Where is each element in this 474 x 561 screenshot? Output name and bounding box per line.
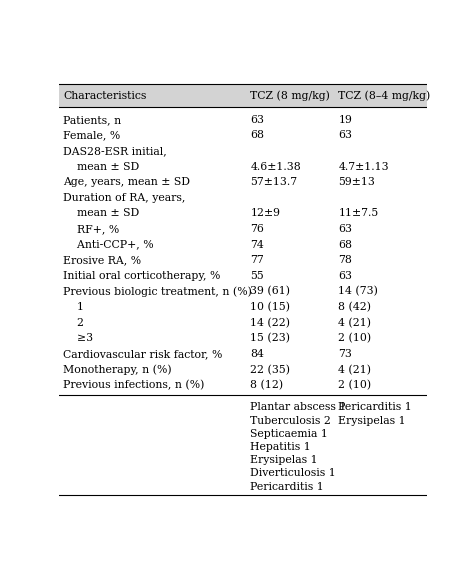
Text: 4.7±1.13: 4.7±1.13 xyxy=(338,162,389,172)
Text: 14 (22): 14 (22) xyxy=(250,318,290,328)
Text: 19: 19 xyxy=(338,115,352,125)
Text: 8 (12): 8 (12) xyxy=(250,380,283,390)
Text: Previous infections, n (%): Previous infections, n (%) xyxy=(63,380,204,390)
Text: Characteristics: Characteristics xyxy=(63,91,146,101)
Text: TCZ (8–4 mg/kg): TCZ (8–4 mg/kg) xyxy=(338,90,431,101)
Bar xyxy=(59,84,427,107)
Text: mean ± SD: mean ± SD xyxy=(63,209,139,218)
Text: 2 (10): 2 (10) xyxy=(338,380,372,390)
Text: Monotherapy, n (%): Monotherapy, n (%) xyxy=(63,364,172,375)
Text: 76: 76 xyxy=(250,224,264,234)
Text: 14 (73): 14 (73) xyxy=(338,286,378,297)
Text: 78: 78 xyxy=(338,255,352,265)
Text: Pericarditis 1: Pericarditis 1 xyxy=(338,402,412,412)
Text: Cardiovascular risk factor, %: Cardiovascular risk factor, % xyxy=(63,349,222,359)
Text: Septicaemia 1: Septicaemia 1 xyxy=(250,429,328,439)
Text: Plantar abscess 1: Plantar abscess 1 xyxy=(250,402,346,412)
Text: 1: 1 xyxy=(63,302,84,312)
Text: 63: 63 xyxy=(338,271,353,281)
Text: 63: 63 xyxy=(250,115,264,125)
Text: 63: 63 xyxy=(338,130,353,140)
Text: 39 (61): 39 (61) xyxy=(250,286,290,297)
Text: Age, years, mean ± SD: Age, years, mean ± SD xyxy=(63,177,190,187)
Text: Tuberculosis 2: Tuberculosis 2 xyxy=(250,416,331,426)
Text: TCZ (8 mg/kg): TCZ (8 mg/kg) xyxy=(250,90,330,101)
Text: 68: 68 xyxy=(338,240,353,250)
Text: 4.6±1.38: 4.6±1.38 xyxy=(250,162,301,172)
Text: Erysipelas 1: Erysipelas 1 xyxy=(338,416,406,426)
Text: Previous biologic treatment, n (%): Previous biologic treatment, n (%) xyxy=(63,286,252,297)
Text: ≥3: ≥3 xyxy=(63,333,93,343)
Text: 11±7.5: 11±7.5 xyxy=(338,209,379,218)
Text: Erysipelas 1: Erysipelas 1 xyxy=(250,455,318,465)
Text: 8 (42): 8 (42) xyxy=(338,302,372,312)
Text: 12±9: 12±9 xyxy=(250,209,280,218)
Text: 77: 77 xyxy=(250,255,264,265)
Text: 15 (23): 15 (23) xyxy=(250,333,290,343)
Text: 22 (35): 22 (35) xyxy=(250,365,290,375)
Text: 59±13: 59±13 xyxy=(338,177,375,187)
Text: Diverticulosis 1: Diverticulosis 1 xyxy=(250,468,336,479)
Text: Patients, n: Patients, n xyxy=(63,115,121,125)
Text: Female, %: Female, % xyxy=(63,130,120,140)
Text: 55: 55 xyxy=(250,271,264,281)
Text: 2 (10): 2 (10) xyxy=(338,333,372,343)
Text: 2: 2 xyxy=(63,318,84,328)
Text: 73: 73 xyxy=(338,349,352,359)
Text: RF+, %: RF+, % xyxy=(63,224,119,234)
Text: 4 (21): 4 (21) xyxy=(338,318,372,328)
Text: 10 (15): 10 (15) xyxy=(250,302,290,312)
Text: 57±13.7: 57±13.7 xyxy=(250,177,297,187)
Text: 84: 84 xyxy=(250,349,264,359)
Text: 63: 63 xyxy=(338,224,353,234)
Text: Anti-CCP+, %: Anti-CCP+, % xyxy=(63,240,154,250)
Text: Pericarditis 1: Pericarditis 1 xyxy=(250,481,324,491)
Text: 68: 68 xyxy=(250,130,264,140)
Text: Initial oral corticotherapy, %: Initial oral corticotherapy, % xyxy=(63,271,220,281)
Text: 4 (21): 4 (21) xyxy=(338,365,372,375)
Text: Erosive RA, %: Erosive RA, % xyxy=(63,255,141,265)
Text: 74: 74 xyxy=(250,240,264,250)
Text: mean ± SD: mean ± SD xyxy=(63,162,139,172)
Text: DAS28-ESR initial,: DAS28-ESR initial, xyxy=(63,146,167,156)
Text: Duration of RA, years,: Duration of RA, years, xyxy=(63,193,185,203)
Text: Hepatitis 1: Hepatitis 1 xyxy=(250,442,311,452)
